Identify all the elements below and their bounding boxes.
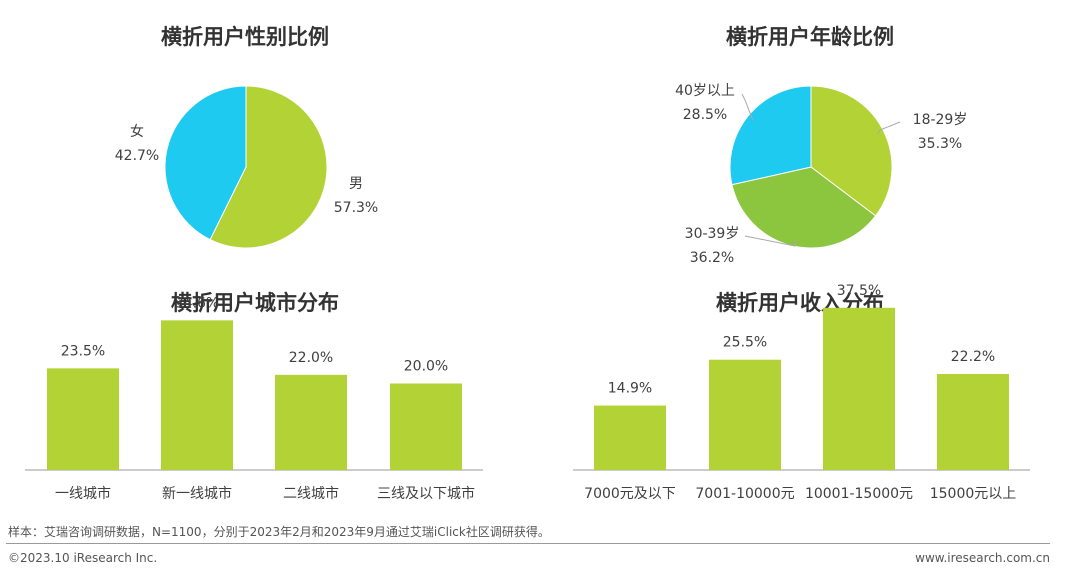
bar2-value-1: 14.9% <box>608 381 652 397</box>
pie2-leader-1 <box>877 121 901 135</box>
bar1-bar-2 <box>161 320 233 470</box>
bar2-bar-3 <box>823 307 895 470</box>
pie2-slice-3 <box>729 85 812 186</box>
bar1-category-3: 二线城市 <box>283 485 339 502</box>
pie2-value-1: 35.3% <box>918 136 962 152</box>
pie1-value-1: 57.3% <box>334 200 378 216</box>
chart-title-2: 横折用户年龄比例 <box>726 25 894 49</box>
pie2-name-2: 30-39岁 <box>685 226 740 242</box>
website-link[interactable]: www.iresearch.com.cn <box>915 551 1050 565</box>
bar2-value-2: 25.5% <box>723 335 767 351</box>
bar2-value-4: 22.2% <box>951 349 995 365</box>
bar1-bar-1 <box>47 368 119 470</box>
bar2-bar-4 <box>937 373 1009 470</box>
bar2-category-2: 7001-10000元 <box>695 486 794 502</box>
chart-title-3: 横折用户城市分布 <box>171 291 339 315</box>
bar2-value-3: 37.5% <box>837 283 881 299</box>
bar2-bar-2 <box>709 359 781 470</box>
pie1-slice-2 <box>164 85 247 241</box>
pie2-value-3: 28.5% <box>683 107 727 123</box>
pie1-name-2: 女 <box>130 123 144 140</box>
bar2-category-1: 7000元及以下 <box>584 486 676 502</box>
bar1-category-1: 一线城市 <box>55 485 111 502</box>
bar2-category-4: 15000元以上 <box>930 486 1017 502</box>
bar1-bar-3 <box>275 374 347 470</box>
bar1-bar-4 <box>390 383 462 470</box>
copyright: ©2023.10 iResearch Inc. <box>8 551 158 565</box>
bar1-value-2: 34.6% <box>175 295 219 311</box>
pie2-leader-2 <box>744 235 796 247</box>
pie1-slice-1 <box>209 85 328 249</box>
chart-title-1: 横折用户性别比例 <box>161 25 329 49</box>
bar1-value-4: 20.0% <box>404 359 448 375</box>
pie1-value-2: 42.7% <box>115 148 159 164</box>
bar1-category-4: 三线及以下城市 <box>377 485 475 502</box>
bar2-category-3: 10001-15000元 <box>805 486 913 502</box>
source-note: 样本：艾瑞咨询调研数据，N=1100，分别于2023年2月和2023年9月通过艾… <box>8 525 550 539</box>
pie2-slice-1 <box>810 85 893 217</box>
bar1-value-3: 22.0% <box>289 350 333 366</box>
bar1-category-2: 新一线城市 <box>162 485 232 502</box>
bar2-bar-1 <box>594 405 666 470</box>
pie1-name-1: 男 <box>349 176 363 192</box>
footer-divider <box>6 543 1050 544</box>
pie2-value-2: 36.2% <box>690 250 734 266</box>
pie2-name-1: 18-29岁 <box>913 112 968 128</box>
pie2-name-3: 40岁以上 <box>675 83 735 99</box>
pie2-leader-3 <box>741 93 754 121</box>
bar1-value-1: 23.5% <box>61 343 105 359</box>
